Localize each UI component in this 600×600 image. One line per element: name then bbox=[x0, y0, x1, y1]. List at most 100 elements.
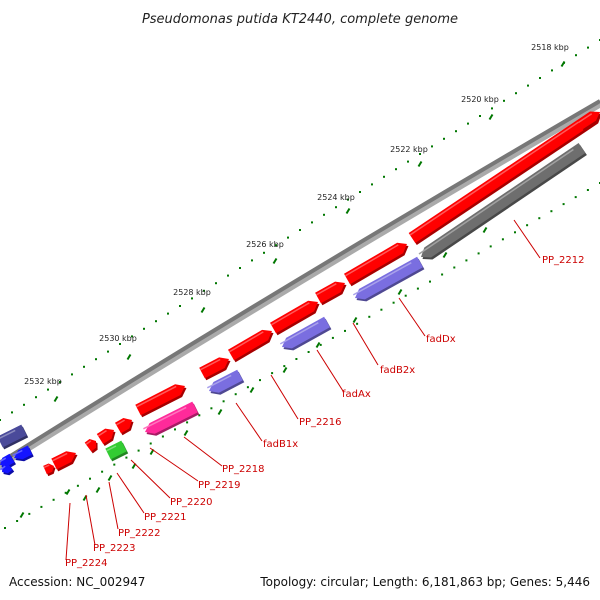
track-dot bbox=[275, 244, 277, 247]
track-dot bbox=[574, 196, 577, 199]
gene-fwd bbox=[51, 451, 78, 472]
track-dot bbox=[11, 411, 13, 414]
track-dot bbox=[198, 414, 201, 417]
track-dot bbox=[137, 449, 140, 452]
gene-fwd bbox=[135, 384, 187, 418]
track-dot bbox=[125, 456, 128, 459]
gene-body bbox=[84, 439, 97, 452]
tick-mark bbox=[560, 60, 566, 68]
gene-highlight bbox=[409, 112, 592, 236]
track-dot bbox=[35, 396, 37, 399]
tick-mark bbox=[345, 207, 351, 215]
gene-body bbox=[115, 418, 132, 434]
gene-body bbox=[228, 329, 272, 361]
tick-mark bbox=[442, 251, 448, 259]
gene-fadB1x bbox=[206, 369, 245, 395]
track-dot bbox=[441, 273, 444, 276]
track-dot bbox=[203, 289, 205, 292]
track-dot bbox=[538, 217, 541, 220]
track-dot bbox=[287, 236, 289, 239]
tick-mark bbox=[315, 341, 321, 349]
track-dot bbox=[359, 191, 361, 193]
gene-left bbox=[12, 445, 34, 462]
gene-fwd bbox=[315, 281, 347, 306]
track-dot bbox=[465, 259, 468, 262]
gene-fwd bbox=[228, 329, 274, 363]
kbp-label: 2524 kbp bbox=[317, 193, 355, 202]
track-dot bbox=[419, 153, 421, 155]
track-dot bbox=[52, 498, 55, 501]
label-leader-lines bbox=[65, 219, 541, 561]
gene-label: PP_2223 bbox=[93, 543, 136, 554]
map-title: Pseudomonas putida KT2440, complete geno… bbox=[142, 12, 458, 27]
gene-pp2222 bbox=[105, 440, 129, 462]
gene-fwd bbox=[344, 242, 409, 287]
gene-highlight bbox=[52, 452, 68, 462]
gene-highlight bbox=[115, 419, 125, 426]
gene-body bbox=[355, 256, 423, 300]
track-dot bbox=[311, 221, 313, 224]
track-dot bbox=[429, 280, 431, 283]
gene-features bbox=[0, 111, 600, 477]
kbp-label: 2518 kbp bbox=[531, 43, 569, 52]
track-dot bbox=[186, 421, 189, 424]
track-dot bbox=[89, 477, 91, 480]
track-dot bbox=[83, 365, 85, 368]
track-dot bbox=[259, 379, 261, 382]
gene-body bbox=[105, 440, 127, 460]
gene-body bbox=[0, 453, 15, 467]
gene-fwd bbox=[115, 418, 134, 436]
leader-line bbox=[513, 219, 541, 259]
summary-text: Topology: circular; Length: 6,181,863 bp… bbox=[259, 575, 590, 589]
backbone bbox=[0, 99, 600, 465]
kbp-label: 2528 kbp bbox=[173, 288, 211, 297]
track-dot bbox=[335, 206, 337, 209]
track-dot bbox=[501, 238, 504, 241]
track-dot bbox=[395, 168, 397, 171]
track-dot bbox=[344, 329, 346, 332]
gene-body bbox=[135, 384, 185, 416]
track-dot bbox=[368, 315, 371, 318]
tick-mark bbox=[482, 226, 488, 234]
track-dot bbox=[407, 160, 409, 163]
track-dot bbox=[319, 343, 322, 346]
tick-mark bbox=[282, 366, 288, 374]
gene-body bbox=[344, 242, 407, 285]
track-dot bbox=[283, 365, 286, 368]
track-dot bbox=[40, 505, 43, 508]
track-dot bbox=[119, 343, 121, 345]
track-dot bbox=[587, 46, 589, 49]
leader-line bbox=[270, 374, 299, 420]
leader-line bbox=[398, 297, 426, 337]
kbp-labels: 2518 kbp 2520 kbp 2522 kbp 2524 kbp 2526 kbp… bbox=[24, 43, 569, 386]
gene-fwd bbox=[199, 357, 231, 381]
track-dot bbox=[143, 327, 145, 330]
track-dot bbox=[347, 198, 349, 201]
gene-body bbox=[51, 451, 76, 470]
gene-highlight bbox=[136, 385, 177, 408]
track-dot bbox=[227, 274, 229, 277]
gene-body bbox=[0, 424, 27, 448]
track-dot bbox=[491, 107, 493, 110]
gene-label: fadB2x bbox=[380, 365, 415, 376]
track-dot bbox=[71, 373, 73, 376]
leader-line bbox=[116, 472, 145, 514]
track-dot bbox=[234, 393, 237, 396]
gene-fadAx bbox=[279, 316, 332, 351]
leader-line bbox=[235, 402, 263, 442]
track-dot bbox=[0, 419, 1, 421]
track-dot bbox=[295, 358, 298, 360]
gene-body bbox=[96, 428, 114, 444]
leader-line bbox=[85, 494, 96, 546]
tick-mark bbox=[417, 160, 423, 168]
gene-body bbox=[145, 401, 198, 434]
accession-text: Accession: NC_002947 bbox=[9, 575, 145, 589]
track-dot bbox=[331, 336, 334, 339]
tick-mark bbox=[200, 306, 206, 314]
track-dot bbox=[503, 99, 505, 102]
track-dot bbox=[179, 305, 181, 307]
tick-mark bbox=[107, 474, 113, 482]
gene-body bbox=[2, 462, 13, 474]
track-dot bbox=[455, 130, 457, 133]
